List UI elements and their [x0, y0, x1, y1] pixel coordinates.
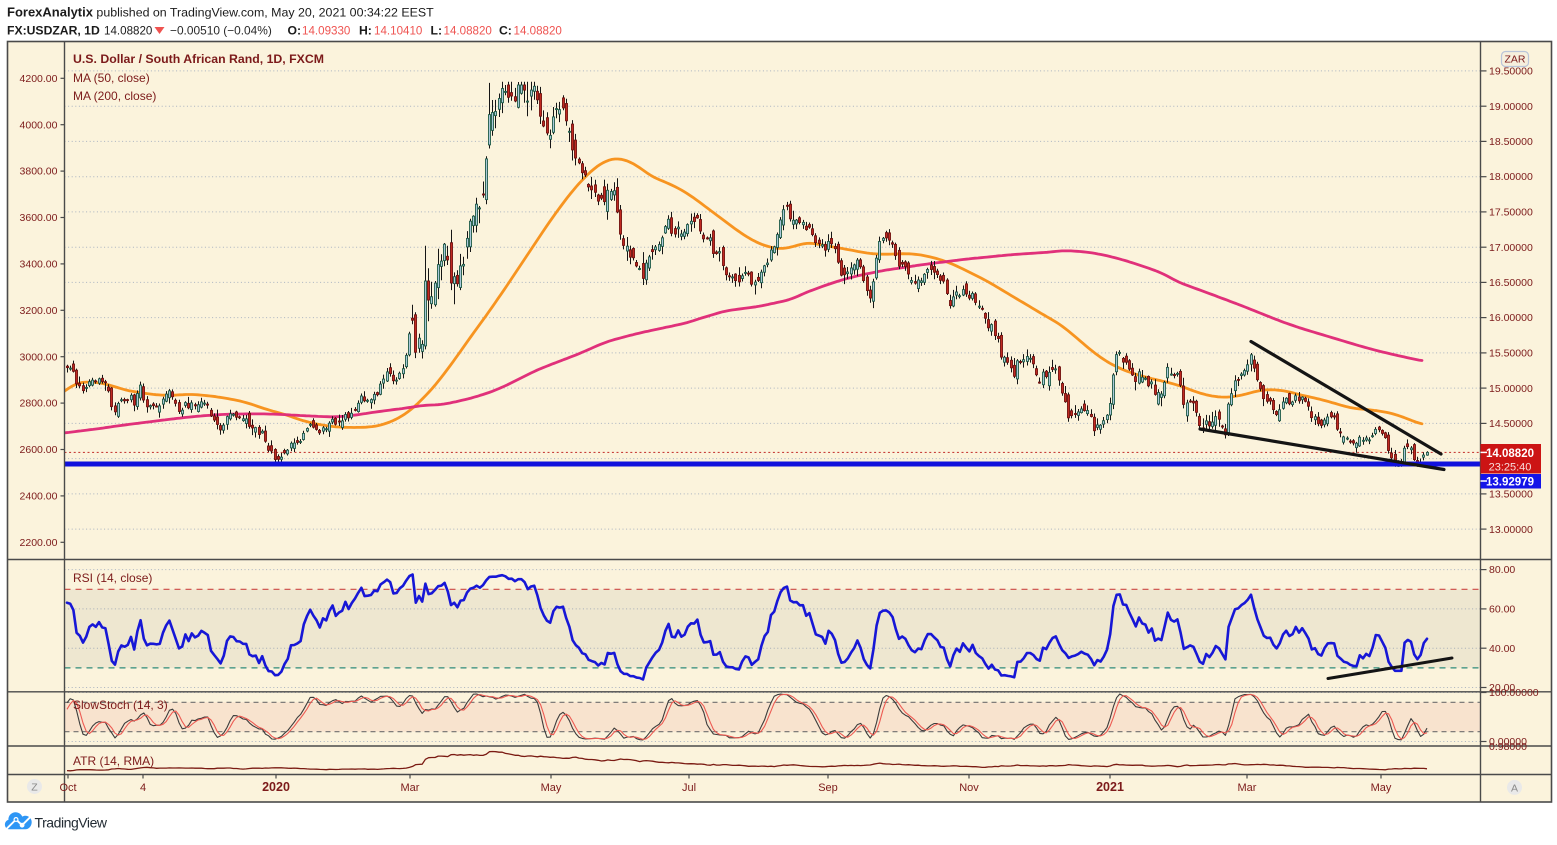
svg-text:23:25:40: 23:25:40	[1489, 462, 1532, 474]
svg-text:Jul: Jul	[682, 782, 696, 794]
svg-text:16.50000: 16.50000	[1489, 277, 1533, 289]
svg-text:18.50000: 18.50000	[1489, 136, 1533, 148]
svg-text:0.98000: 0.98000	[1489, 741, 1527, 753]
svg-text:Mar: Mar	[401, 782, 420, 794]
svg-text:MA (50, close): MA (50, close)	[73, 71, 150, 85]
svg-text:80.00: 80.00	[1489, 564, 1515, 576]
svg-text:18.00000: 18.00000	[1489, 171, 1533, 183]
svg-text:15.00000: 15.00000	[1489, 383, 1533, 395]
svg-text:19.50000: 19.50000	[1489, 66, 1533, 78]
svg-text:14.10410: 14.10410	[374, 25, 422, 38]
svg-text:14.08820: 14.08820	[514, 25, 562, 38]
svg-text:4000.00: 4000.00	[20, 119, 58, 131]
svg-text:14.50000: 14.50000	[1489, 418, 1533, 430]
svg-text:40.00: 40.00	[1489, 643, 1515, 655]
svg-text:TradingView: TradingView	[35, 815, 108, 831]
svg-text:MA (200, close): MA (200, close)	[73, 89, 156, 103]
svg-text:ZAR: ZAR	[1505, 54, 1526, 66]
svg-text:2021: 2021	[1096, 780, 1124, 794]
svg-text:ForexAnalytix published on Tra: ForexAnalytix published on TradingView.c…	[7, 5, 434, 20]
svg-text:14.08820: 14.08820	[444, 25, 492, 38]
svg-text:Z: Z	[31, 782, 38, 794]
svg-text:−0.00510 (−0.04%): −0.00510 (−0.04%)	[170, 24, 272, 38]
svg-text:17.50000: 17.50000	[1489, 207, 1533, 219]
svg-text:May: May	[1371, 782, 1392, 794]
svg-text:A: A	[1511, 782, 1518, 794]
svg-text:4200.00: 4200.00	[20, 73, 58, 85]
svg-text:3400.00: 3400.00	[20, 259, 58, 271]
svg-text:U.S. Dollar / South African Ra: U.S. Dollar / South African Rand, 1D, FX…	[73, 52, 324, 66]
svg-text:14.09330: 14.09330	[302, 25, 350, 38]
svg-text:14.08820: 14.08820	[1486, 448, 1534, 460]
svg-text:H:: H:	[359, 24, 372, 38]
svg-text:3000.00: 3000.00	[20, 351, 58, 363]
svg-text:2020: 2020	[262, 780, 290, 794]
svg-text:13.92979: 13.92979	[1486, 477, 1534, 489]
svg-text:May: May	[541, 782, 562, 794]
svg-text:4: 4	[140, 782, 146, 794]
svg-text:3800.00: 3800.00	[20, 166, 58, 178]
svg-text:3600.00: 3600.00	[20, 212, 58, 224]
svg-text:2200.00: 2200.00	[20, 537, 58, 549]
svg-text:C:: C:	[499, 24, 512, 38]
svg-text:2600.00: 2600.00	[20, 444, 58, 456]
svg-text:14.08820: 14.08820	[104, 25, 152, 38]
svg-text:0.00000: 0.00000	[1489, 736, 1527, 748]
svg-text:FX:USDZAR, 1D: FX:USDZAR, 1D	[7, 24, 100, 38]
svg-text:O:: O:	[288, 24, 302, 38]
svg-text:Sep: Sep	[818, 782, 838, 794]
svg-text:3200.00: 3200.00	[20, 305, 58, 317]
svg-text:19.00000: 19.00000	[1489, 101, 1533, 113]
svg-text:ATR (14, RMA): ATR (14, RMA)	[73, 754, 154, 768]
svg-text:SlowStoch (14, 3): SlowStoch (14, 3)	[73, 698, 168, 712]
svg-text:Mar: Mar	[1238, 782, 1257, 794]
svg-text:13.00000: 13.00000	[1489, 524, 1533, 536]
svg-text:16.00000: 16.00000	[1489, 312, 1533, 324]
svg-text:17.00000: 17.00000	[1489, 242, 1533, 254]
svg-text:L:: L:	[431, 24, 443, 38]
svg-text:Oct: Oct	[59, 782, 76, 794]
svg-text:13.50000: 13.50000	[1489, 489, 1533, 501]
svg-text:RSI (14, close): RSI (14, close)	[73, 571, 152, 585]
svg-text:2400.00: 2400.00	[20, 491, 58, 503]
svg-text:2800.00: 2800.00	[20, 398, 58, 410]
svg-text:20.00: 20.00	[1489, 682, 1515, 694]
svg-text:60.00: 60.00	[1489, 604, 1515, 616]
svg-text:Nov: Nov	[959, 782, 979, 794]
svg-text:100.00000: 100.00000	[1489, 687, 1539, 699]
svg-text:15.50000: 15.50000	[1489, 348, 1533, 360]
